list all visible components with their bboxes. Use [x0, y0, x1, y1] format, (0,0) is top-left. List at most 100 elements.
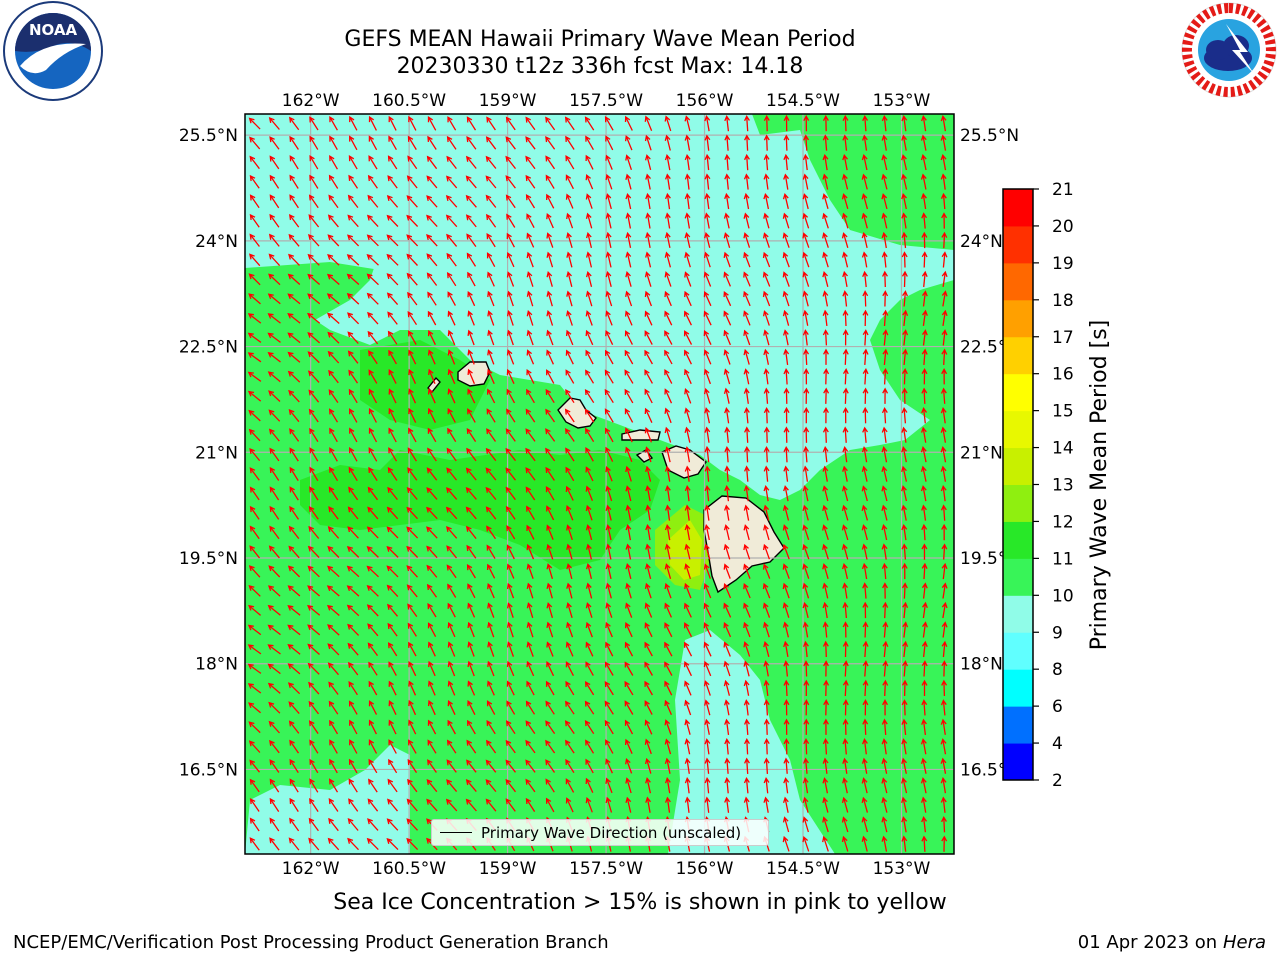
wave-arrow-722: [289, 505, 300, 520]
wave-arrow-1070: [763, 679, 770, 696]
wave-arrow-628: [565, 447, 575, 462]
wave-arrow-635: [704, 445, 711, 463]
wave-arrow-1030: [683, 660, 692, 677]
wave-arrow-575: [940, 407, 947, 424]
wave-arrow-210: [841, 212, 849, 229]
wave-arrow-326: [287, 293, 301, 305]
wave-arrow-534: [842, 387, 849, 404]
wave-arrow-130: [684, 173, 691, 190]
wave-arrow-1190: [289, 758, 299, 774]
wave-arrow-893: [822, 582, 829, 599]
wave-arrow-1227: [309, 778, 319, 793]
colorbar-segment-9: [1003, 410, 1033, 449]
wave-arrow-604: [803, 426, 810, 443]
wave-arrow-1223: [940, 757, 947, 774]
wave-arrow-740: [645, 504, 652, 521]
wave-arrow-2: [288, 116, 300, 131]
wave-arrow-1184: [881, 738, 888, 755]
wave-arrow-767: [465, 525, 477, 540]
wave-arrow-421: [743, 329, 751, 346]
wave-arrow-1140: [724, 718, 731, 735]
wave-arrow-77: [348, 155, 358, 170]
wave-arrow-724: [328, 506, 339, 520]
wave-arrow-1292: [881, 796, 888, 813]
wave-arrow-720: [249, 505, 260, 520]
wave-arrow-765: [426, 526, 438, 539]
wave-arrow-1262: [289, 797, 299, 812]
wave-arrow-1176: [724, 738, 731, 755]
wave-arrow-511: [388, 388, 397, 404]
wave-arrow-372: [487, 310, 495, 326]
wave-arrow-557: [584, 408, 595, 423]
wave-arrow-1055: [467, 680, 476, 696]
wave-arrow-21: [664, 115, 672, 132]
wave-arrow-565: [743, 407, 750, 424]
colorbar-segment-3: [1003, 632, 1033, 670]
wave-arrow-202: [684, 212, 691, 229]
wave-arrow-934: [921, 601, 928, 619]
wave-arrow-582: [368, 427, 378, 443]
wave-arrow-1177: [744, 738, 750, 755]
wave-arrow-1041: [902, 660, 908, 677]
wave-arrow-616: [329, 447, 338, 462]
wave-arrow-353: [822, 290, 829, 307]
wave-arrow-248: [881, 231, 888, 249]
wave-arrow-754: [921, 504, 927, 521]
wave-arrow-723: [308, 505, 319, 520]
wave-arrow-1005: [902, 640, 909, 658]
wave-arrow-809: [585, 543, 593, 560]
wave-arrow-983: [467, 641, 475, 657]
wave-arrow-728: [406, 506, 418, 520]
lat-tick-left-0: 25.5°N: [179, 126, 238, 146]
wave-arrow-10: [447, 116, 457, 131]
wave-arrow-405: [427, 329, 436, 345]
wave-arrow-479: [467, 368, 475, 385]
wave-arrow-155: [465, 194, 477, 208]
wave-arrow-773: [585, 524, 593, 541]
wave-arrow-1252: [802, 777, 809, 794]
wave-arrow-517: [506, 388, 516, 404]
wave-arrow-727: [386, 506, 399, 520]
wave-arrow-361: [267, 313, 281, 324]
wave-arrow-577: [268, 428, 280, 442]
wave-arrow-149: [347, 194, 359, 208]
wave-arrow-335: [467, 290, 476, 307]
wave-arrow-696: [485, 486, 497, 501]
wave-arrow-129: [664, 173, 671, 190]
wave-arrow-630: [605, 446, 614, 462]
wave-arrow-456: [723, 349, 731, 365]
wave-arrow-344: [644, 290, 653, 307]
wave-arrow-1074: [842, 679, 849, 697]
wave-arrow-1257: [901, 777, 908, 794]
wave-arrow-1325: [822, 816, 829, 833]
wave-arrow-897: [901, 582, 908, 599]
wave-arrow-271: [625, 251, 632, 268]
wave-arrow-231: [546, 232, 554, 248]
wave-arrow-1052: [408, 680, 417, 696]
wave-arrow-1237: [505, 778, 517, 793]
wave-arrow-692: [406, 486, 418, 500]
wave-arrow-1058: [526, 680, 535, 696]
wave-arrow-133: [743, 173, 750, 190]
wave-arrow-958: [683, 622, 693, 638]
wave-arrow-333: [427, 291, 437, 306]
wave-arrow-851: [703, 563, 711, 579]
wave-arrow-936: [247, 624, 262, 636]
wave-arrow-1271: [465, 798, 477, 812]
wave-arrow-747: [782, 504, 790, 521]
wave-arrow-446: [526, 349, 535, 365]
wave-arrow-19: [624, 115, 633, 131]
colorbar-tick-12: 17: [1052, 328, 1074, 348]
wave-arrow-492: [723, 368, 731, 385]
wave-arrow-1251: [783, 777, 790, 794]
colorbar-segment-10: [1003, 373, 1033, 412]
wave-arrow-422: [763, 329, 770, 346]
wave-arrow-215: [941, 212, 948, 229]
wave-arrow-1336: [327, 837, 340, 851]
wave-arrow-249: [901, 231, 908, 249]
wave-arrow-1102: [684, 699, 692, 716]
wave-arrow-658: [446, 467, 458, 481]
wave-arrow-1016: [408, 660, 417, 677]
wave-arrow-712: [802, 485, 809, 502]
wave-arrow-648: [249, 467, 260, 481]
